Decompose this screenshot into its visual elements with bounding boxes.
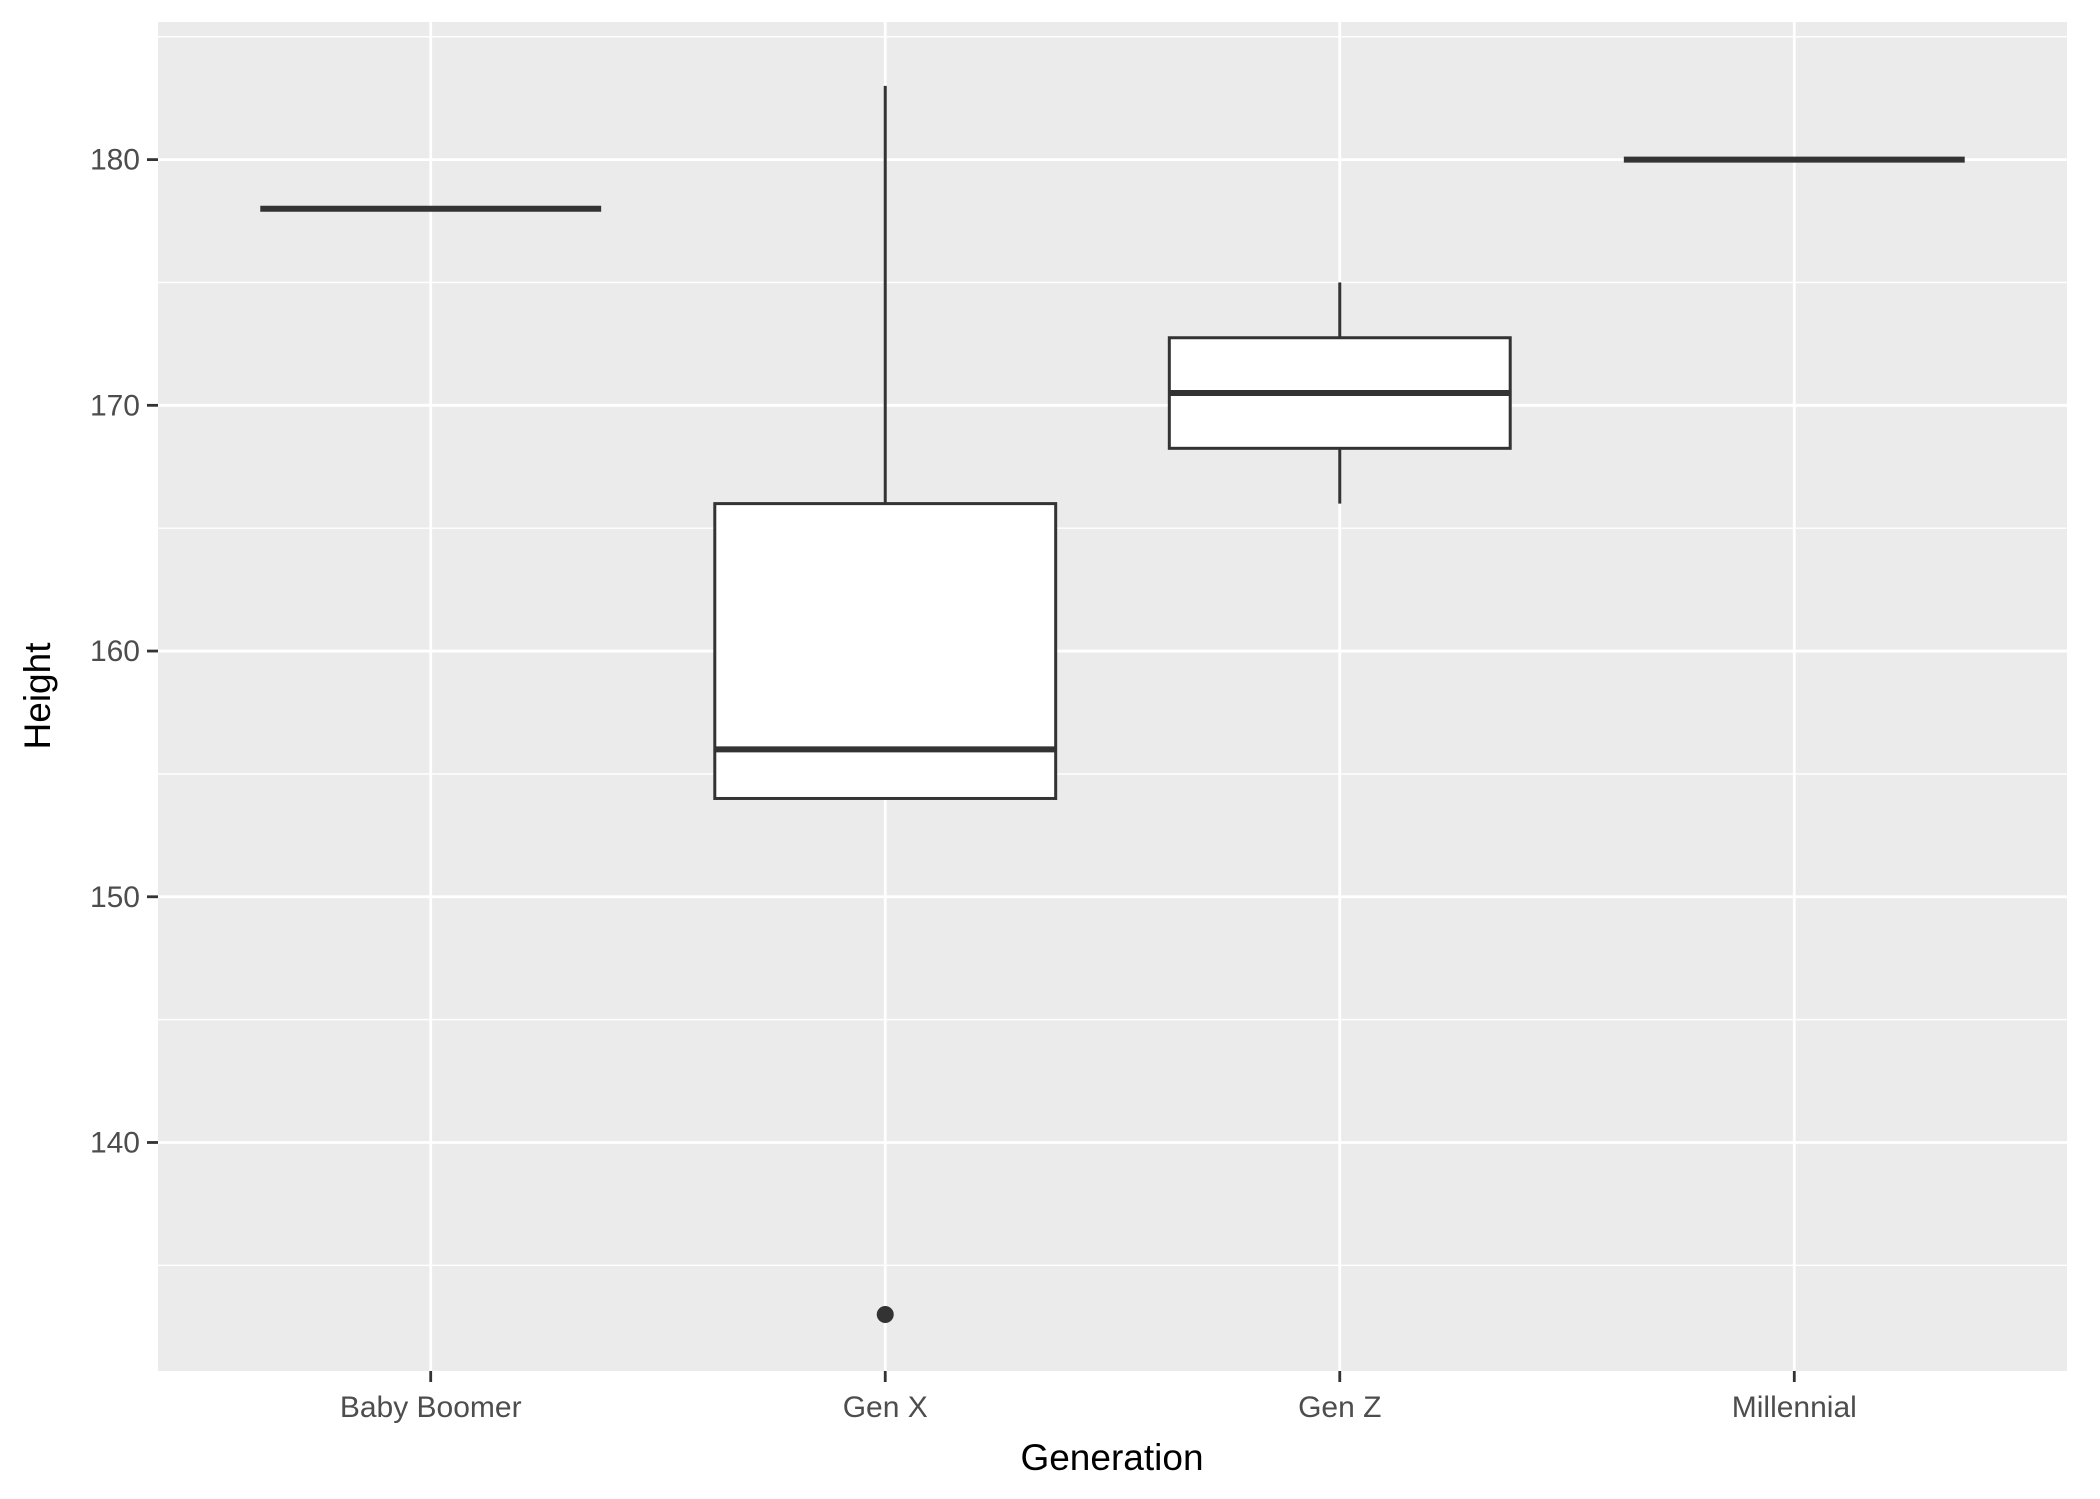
x-tick-label: Baby Boomer	[340, 1391, 522, 1424]
y-tick-label: 150	[90, 881, 140, 914]
x-tick-label: Gen Z	[1298, 1391, 1381, 1424]
y-tick-label: 180	[90, 144, 140, 177]
outlier-point	[876, 1305, 894, 1323]
minor-gridlines	[158, 36, 2067, 1267]
box-gen-z	[1167, 282, 1512, 504]
x-axis: Baby Boomer Gen X Gen Z Millennial	[340, 1371, 1857, 1424]
box-iqr	[713, 502, 1058, 800]
y-tick-label: 140	[90, 1126, 140, 1159]
x-tick-label: Millennial	[1732, 1391, 1857, 1424]
boxes-layer	[260, 85, 1965, 1323]
box-gen-x	[713, 85, 1058, 1323]
x-tick-label: Gen X	[843, 1391, 928, 1424]
x-axis-title: Generation	[1020, 1437, 1203, 1478]
y-tick-label: 170	[90, 389, 140, 422]
y-axis-title: Height	[17, 642, 58, 750]
plot-panel	[158, 22, 2067, 1371]
y-tick-label: 160	[90, 635, 140, 668]
y-axis: 140 150 160 170 180	[90, 144, 158, 1159]
